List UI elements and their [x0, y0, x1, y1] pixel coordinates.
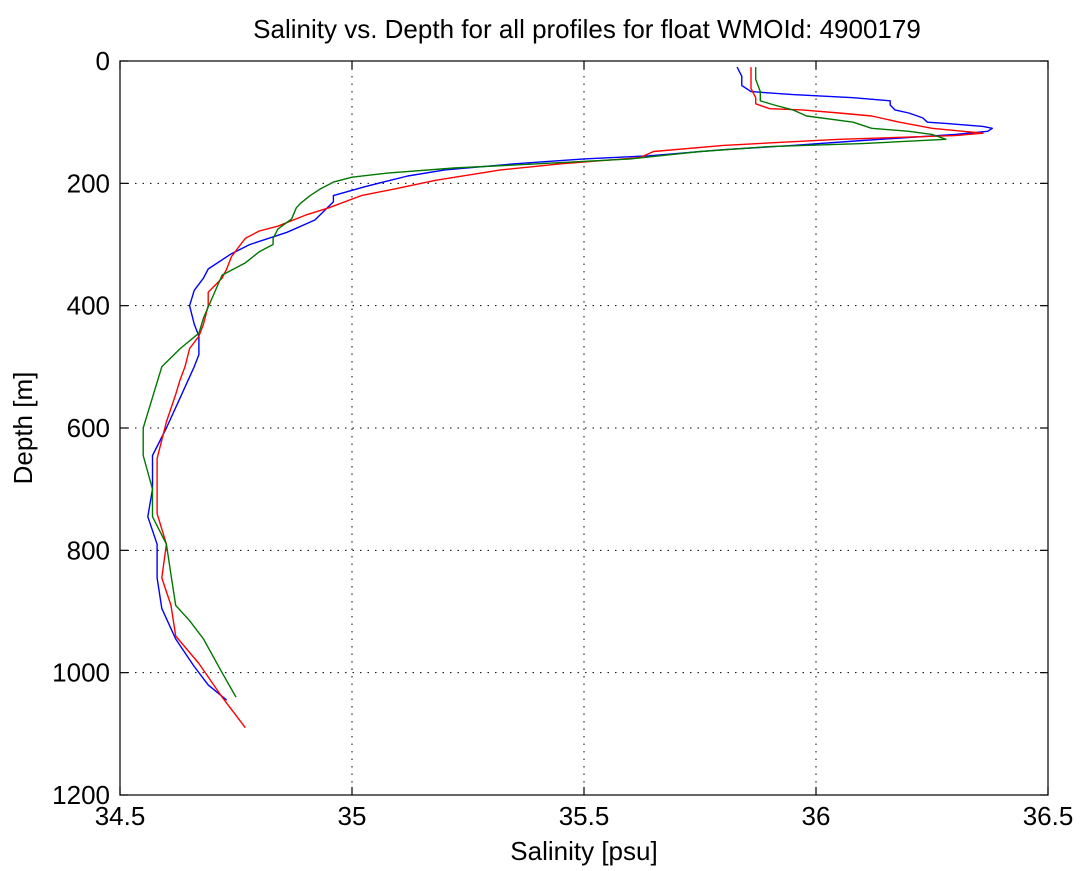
x-tick-label: 36 [802, 801, 831, 831]
data-series [142, 66, 993, 729]
x-tick-label: 36.5 [1023, 801, 1074, 831]
y-tick-label: 0 [96, 46, 110, 76]
y-tick-label: 200 [67, 168, 110, 198]
y-tick-label: 1200 [52, 780, 110, 810]
y-tick-label: 600 [67, 413, 110, 443]
y-axis-label: Depth [m] [8, 372, 38, 485]
y-tick-label: 400 [67, 291, 110, 321]
y-tick-label: 800 [67, 535, 110, 565]
y-tick-label: 1000 [52, 658, 110, 688]
x-tick-labels: 34.5 35 35.5 36 36.5 [95, 801, 1074, 831]
x-tick-label: 35.5 [559, 801, 610, 831]
chart-title: Salinity vs. Depth for all profiles for … [253, 14, 921, 44]
x-tick-label: 34.5 [95, 801, 146, 831]
grid-lines [120, 61, 1048, 795]
series-line-2 [156, 67, 984, 729]
x-tick-label: 35 [338, 801, 367, 831]
series-line-3 [142, 67, 947, 698]
y-tick-labels: 0 200 400 600 800 1000 1200 [52, 46, 110, 810]
series-line-1 [147, 66, 993, 701]
plot-frame [119, 60, 1049, 796]
x-axis-label: Salinity [psu] [510, 836, 657, 866]
